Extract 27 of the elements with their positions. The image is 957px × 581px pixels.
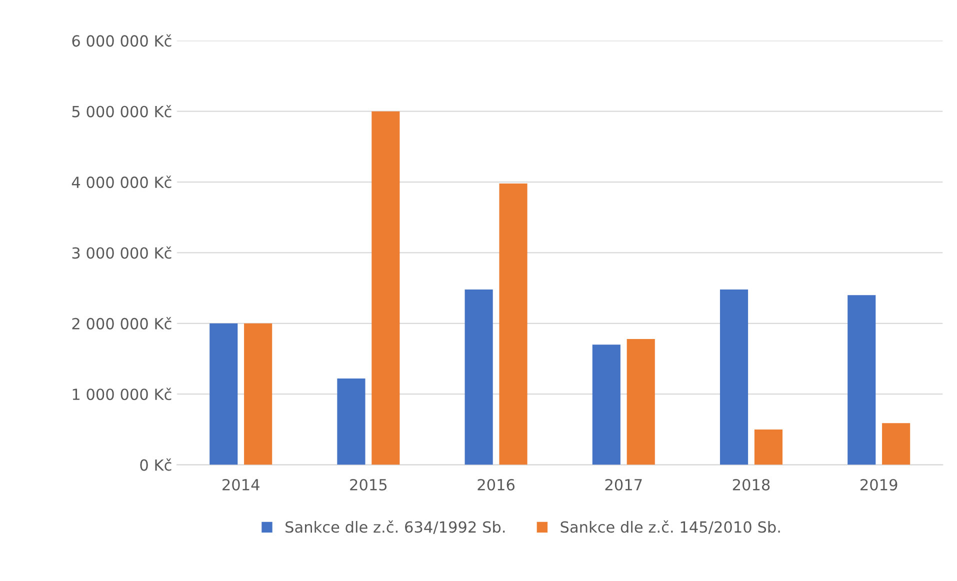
- bar: [464, 289, 493, 465]
- x-tick-label: 2019: [860, 478, 898, 491]
- y-tick-label: 5 000 000 Kč: [72, 104, 172, 118]
- y-tick-label: 6 000 000 Kč: [72, 34, 172, 47]
- bar: [337, 378, 366, 465]
- x-tick-label: 2018: [732, 478, 770, 491]
- bar: [848, 295, 876, 465]
- y-tick-label: 1 000 000 Kč: [72, 388, 172, 400]
- bar: [754, 429, 783, 465]
- x-tick-label: 2015: [350, 478, 387, 491]
- bar: [499, 183, 528, 465]
- bar: [626, 338, 655, 465]
- bar: [372, 111, 400, 465]
- bar: [244, 323, 272, 465]
- x-tick-label: 2016: [478, 478, 515, 491]
- bar: [720, 289, 748, 465]
- y-tick-label: 3 000 000 Kč: [72, 246, 172, 259]
- bar: [592, 344, 620, 465]
- legend-label: Sankce dle z.č. 145/2010 Sb.: [560, 520, 780, 534]
- y-tick-label: 2 000 000 Kč: [72, 317, 172, 330]
- legend-label: Sankce dle z.č. 634/1992 Sb.: [286, 520, 505, 534]
- x-tick-label: 2014: [222, 478, 260, 491]
- y-tick-label: 0 Kč: [140, 458, 172, 471]
- bar: [882, 423, 910, 465]
- x-tick-label: 2017: [605, 478, 642, 491]
- bar: [210, 323, 238, 465]
- y-tick-label: 4 000 000 Kč: [72, 176, 172, 188]
